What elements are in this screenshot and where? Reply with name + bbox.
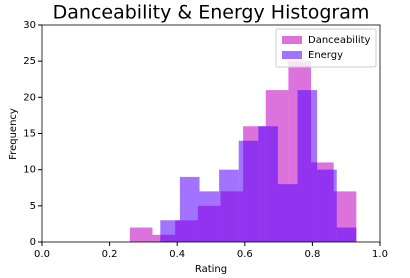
y-tick-label: 30 (23, 20, 36, 31)
x-tick-label: 0.8 (304, 249, 320, 260)
bar (179, 176, 200, 242)
bar (129, 227, 153, 242)
legend-label: Danceability (308, 35, 371, 46)
y-tick-label: 25 (23, 56, 36, 67)
legend-swatch (282, 51, 302, 59)
y-tick-label: 5 (30, 201, 36, 212)
legend-label: Energy (308, 50, 343, 61)
bar (160, 220, 180, 242)
y-axis-label: Frequency (8, 108, 19, 160)
y-tick-label: 20 (23, 92, 36, 103)
bar (277, 184, 298, 242)
legend-swatch (282, 36, 302, 44)
x-tick-label: 0.4 (169, 249, 185, 260)
x-tick-label: 0.2 (102, 249, 118, 260)
bar (199, 191, 220, 242)
bar (317, 169, 337, 242)
bar (336, 227, 357, 242)
chart-title: Danceability & Energy Histogram (53, 2, 370, 24)
y-tick-label: 15 (23, 129, 36, 140)
bar (238, 140, 259, 242)
x-tick-label: 0.6 (237, 249, 253, 260)
bar (258, 126, 278, 242)
y-tick-label: 10 (23, 165, 36, 176)
x-axis-label: Rating (195, 264, 227, 275)
y-tick-label: 0 (30, 237, 36, 248)
x-tick-label: 0.0 (34, 249, 50, 260)
bar (297, 90, 318, 242)
x-tick-label: 1.0 (372, 249, 388, 260)
bar (219, 169, 239, 242)
